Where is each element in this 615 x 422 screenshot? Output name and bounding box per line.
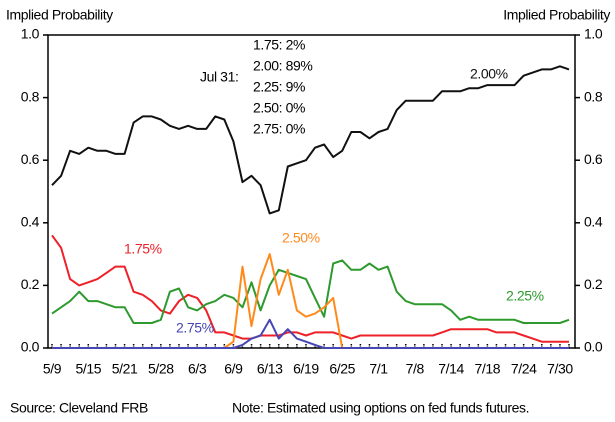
y-tick-label: 0.0 (21, 339, 40, 355)
x-tick-label: 7/24 (511, 361, 537, 377)
y2-tick-label: 0.2 (584, 276, 603, 292)
series-label: 2.75% (176, 320, 214, 336)
x-tick-label: 7/30 (547, 361, 573, 377)
series-label: 2.50% (282, 230, 320, 246)
x-tick-label: 7/8 (406, 361, 425, 377)
y2-tick-label: 0.8 (584, 88, 603, 104)
y-tick-label: 0.2 (21, 276, 40, 292)
y2-tick-label: 0.0 (584, 339, 603, 355)
source: Source: Cleveland FRB (10, 400, 148, 416)
series-line (52, 318, 569, 349)
y-tick-label: 1.0 (21, 26, 40, 42)
y2-axis-label: Implied Probability (503, 7, 610, 23)
x-tick-label: 5/15 (75, 361, 101, 377)
y2-tick-label: 1.0 (584, 26, 603, 42)
plot-frame (47, 34, 576, 349)
annotation-line: 2.25: 9% (253, 79, 305, 95)
series-label: 2.25% (506, 288, 544, 304)
annotation-date: Jul 31: (200, 69, 238, 85)
x-tick-label: 6/19 (293, 361, 319, 377)
y-tick-label: 0.4 (21, 214, 40, 230)
annotation-line: 2.50: 0% (253, 100, 305, 116)
series-label: 1.75% (124, 241, 162, 257)
x-tick-label: 5/28 (148, 361, 174, 377)
note: Note: Estimated using options on fed fun… (232, 400, 529, 416)
x-tick-label: 6/25 (329, 361, 355, 377)
series-line (51, 65, 570, 215)
x-tick-label: 6/3 (188, 361, 207, 377)
annotation-line: 2.00: 89% (253, 58, 312, 74)
x-tick-label: 7/14 (438, 361, 464, 377)
series-label: 2.00% (470, 66, 508, 82)
x-tick-label: 7/18 (475, 361, 501, 377)
y2-tick-label: 0.4 (584, 214, 603, 230)
x-tick-label: 6/9 (224, 361, 243, 377)
x-tick-label: 7/1 (369, 361, 388, 377)
x-tick-label: 5/9 (43, 361, 62, 377)
series-line (51, 259, 570, 324)
x-tick-label: 5/21 (112, 361, 138, 377)
y-axis-label: Implied Probability (6, 7, 113, 23)
y2-tick-label: 0.6 (584, 151, 603, 167)
annotation-line: 2.75: 0% (253, 121, 305, 137)
annotation-line: 1.75: 2% (253, 37, 305, 53)
x-tick-label: 6/13 (257, 361, 283, 377)
y-tick-label: 0.6 (21, 151, 40, 167)
y-tick-label: 0.8 (21, 88, 40, 104)
series-line (51, 234, 569, 343)
